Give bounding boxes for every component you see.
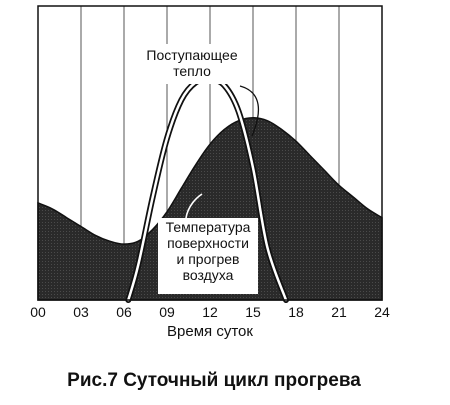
annotation-line: поверхности bbox=[167, 235, 249, 251]
x-tick-label: 06 bbox=[116, 304, 132, 320]
annotation-incoming-heat-box bbox=[136, 44, 248, 84]
x-tick-label: 12 bbox=[202, 304, 218, 320]
plot-frame bbox=[37, 5, 383, 301]
x-tick-label: 00 bbox=[30, 304, 46, 320]
annotation-surface-temp: Температура поверхности и прогрев воздуха bbox=[166, 219, 251, 283]
annotation-line: тепло bbox=[173, 63, 211, 79]
x-tick-label: 24 bbox=[374, 304, 390, 320]
x-tick-labels: 00 03 06 09 12 15 18 21 24 bbox=[30, 304, 390, 320]
annotation-incoming-heat-leader bbox=[239, 85, 260, 137]
annotation-line: Поступающее bbox=[146, 47, 237, 63]
annotation-line: и прогрев bbox=[177, 251, 240, 267]
x-tick-label: 21 bbox=[331, 304, 347, 320]
annotation-line: воздуха bbox=[183, 267, 234, 283]
surface-temperature-area bbox=[37, 116, 383, 301]
x-tick-label: 18 bbox=[288, 304, 304, 320]
x-axis-title: Время суток bbox=[167, 323, 253, 340]
figure-caption: Рис.7 Суточный цикл прогрева bbox=[67, 370, 361, 391]
x-tick-label: 15 bbox=[245, 304, 261, 320]
annotation-surface-temp-box bbox=[158, 218, 258, 294]
annotation-line: Температура bbox=[166, 219, 251, 235]
x-tick-label: 09 bbox=[159, 304, 175, 320]
x-tick-label: 03 bbox=[73, 304, 89, 320]
annotation-surface-temp-leader bbox=[185, 193, 203, 219]
annotation-incoming-heat: Поступающее тепло bbox=[146, 47, 237, 79]
